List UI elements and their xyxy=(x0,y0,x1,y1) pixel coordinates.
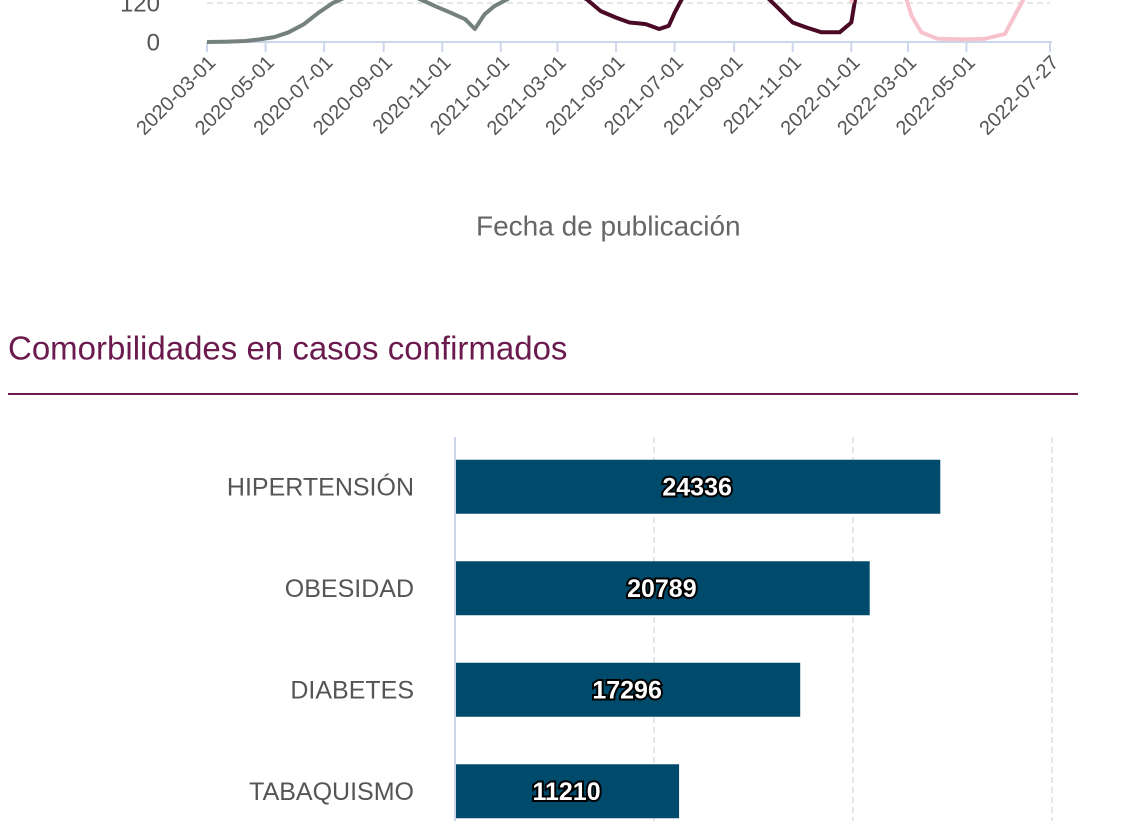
bar xyxy=(456,764,680,819)
value-label: 17296 xyxy=(592,676,662,704)
bar xyxy=(456,459,941,514)
category-label: HIPERTENSIÓN xyxy=(227,472,414,501)
data-line xyxy=(206,0,511,44)
x-tick-label: 2022-07-27 xyxy=(975,52,1063,140)
y-tick-label: 0 xyxy=(147,29,160,56)
bar xyxy=(456,561,870,616)
category-label: OBESIDAD xyxy=(285,575,414,603)
category-label: DIABETES xyxy=(290,676,414,704)
category-label: TABAQUISMO xyxy=(249,778,414,806)
value-label: 24336 xyxy=(662,473,732,501)
data-line xyxy=(583,0,858,35)
x-axis-label: Fecha de publicación xyxy=(476,210,741,241)
bar xyxy=(456,662,801,717)
section-title: Comorbilidades en casos confirmados xyxy=(8,330,567,367)
value-label: 20789 xyxy=(627,575,697,603)
value-label: 11210 xyxy=(532,778,600,806)
data-line xyxy=(849,0,1026,42)
y-tick-label: 120 xyxy=(120,0,160,17)
